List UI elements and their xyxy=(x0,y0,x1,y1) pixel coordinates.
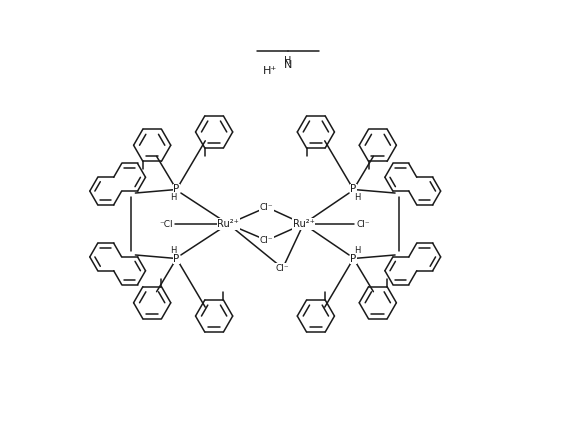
Text: Cl⁻: Cl⁻ xyxy=(260,236,274,245)
Text: P: P xyxy=(350,254,357,263)
Text: Ru²⁺: Ru²⁺ xyxy=(293,219,314,229)
Text: H: H xyxy=(354,246,360,255)
Text: H: H xyxy=(354,193,360,202)
Text: H⁺: H⁺ xyxy=(263,66,278,76)
Text: ⁻Cl: ⁻Cl xyxy=(160,220,173,228)
Text: Ru²⁺: Ru²⁺ xyxy=(217,219,239,229)
Text: H: H xyxy=(170,193,176,202)
Text: Cl⁻: Cl⁻ xyxy=(276,264,290,273)
Text: Cl⁻: Cl⁻ xyxy=(260,202,274,212)
Text: N: N xyxy=(284,60,292,70)
Text: Cl⁻: Cl⁻ xyxy=(357,220,370,228)
Text: P: P xyxy=(173,185,180,194)
Text: H: H xyxy=(170,246,176,255)
Text: P: P xyxy=(173,254,180,263)
Text: H: H xyxy=(285,56,291,65)
Text: P: P xyxy=(350,185,357,194)
